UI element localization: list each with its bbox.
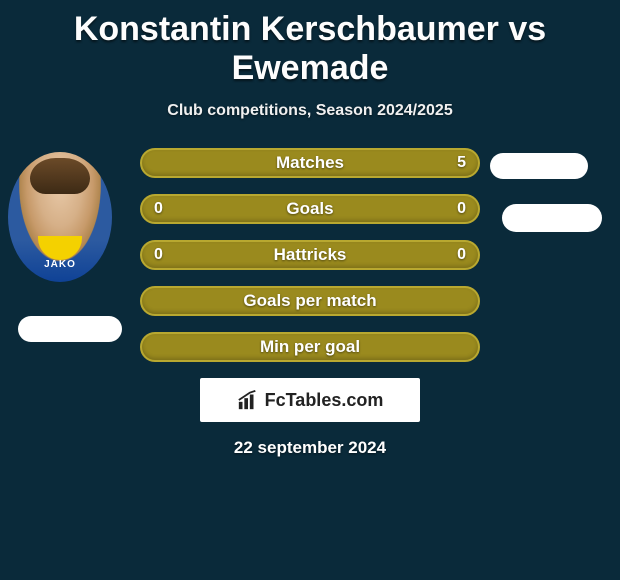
stat-row-min-per-goal: Min per goal	[140, 332, 480, 362]
stat-label: Min per goal	[260, 337, 360, 357]
player-right-name-pill	[502, 204, 602, 232]
chart-icon	[237, 389, 259, 411]
stat-label: Goals per match	[243, 291, 376, 311]
comparison-content: Matches 5 0 Goals 0 0 Hattricks 0 Goals …	[0, 148, 620, 458]
stat-row-goals-per-match: Goals per match	[140, 286, 480, 316]
stat-right-value: 0	[457, 200, 466, 218]
stat-right-value: 0	[457, 246, 466, 264]
stat-left-value: 0	[154, 200, 163, 218]
page-title: Konstantin Kerschbaumer vs Ewemade	[0, 0, 620, 88]
stat-row-matches: Matches 5	[140, 148, 480, 178]
player-left-name-pill	[18, 316, 122, 342]
stats-list: Matches 5 0 Goals 0 0 Hattricks 0 Goals …	[140, 148, 480, 362]
subtitle: Club competitions, Season 2024/2025	[0, 102, 620, 120]
stat-row-goals: 0 Goals 0	[140, 194, 480, 224]
stat-left-value: 0	[154, 246, 163, 264]
player-right-avatar-pill	[490, 153, 588, 179]
footer-date: 22 september 2024	[0, 438, 620, 458]
stat-row-hattricks: 0 Hattricks 0	[140, 240, 480, 270]
stat-label: Matches	[276, 153, 344, 173]
stat-label: Goals	[286, 199, 333, 219]
player-left-avatar	[8, 152, 112, 282]
stat-right-value: 5	[457, 154, 466, 172]
footer-logo[interactable]: FcTables.com	[200, 378, 420, 422]
player-left-collar	[38, 236, 82, 260]
footer-logo-text: FcTables.com	[265, 390, 384, 411]
stat-label: Hattricks	[274, 245, 347, 265]
